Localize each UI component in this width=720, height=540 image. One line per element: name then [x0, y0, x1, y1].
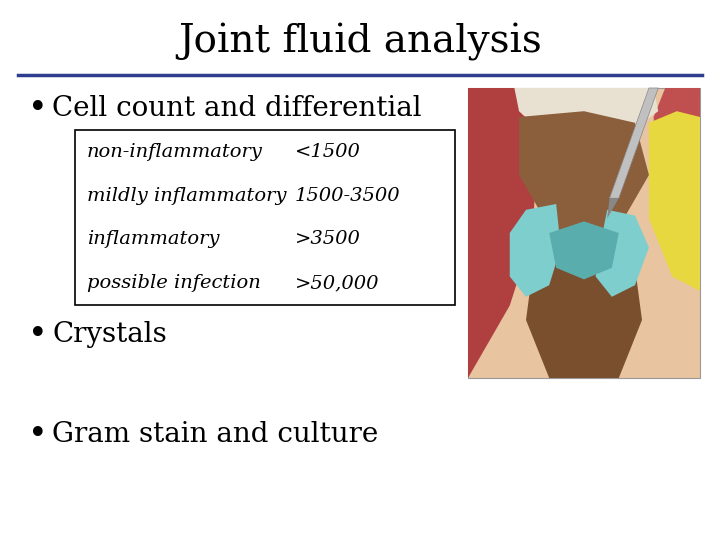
Text: Crystals: Crystals: [52, 321, 167, 348]
Text: Cell count and differential: Cell count and differential: [52, 94, 422, 122]
Text: •: •: [28, 319, 48, 352]
Polygon shape: [519, 111, 649, 239]
Text: Gram stain and culture: Gram stain and culture: [52, 422, 378, 449]
Text: possible infection: possible infection: [87, 274, 261, 292]
Bar: [75, 130, 455, 305]
Polygon shape: [468, 88, 538, 378]
Polygon shape: [607, 198, 618, 219]
Text: non-inflammatory: non-inflammatory: [87, 143, 263, 161]
Text: Joint fluid analysis: Joint fluid analysis: [178, 23, 542, 61]
Text: mildly inflammatory: mildly inflammatory: [87, 187, 287, 205]
Text: >50,000: >50,000: [295, 274, 379, 292]
Polygon shape: [610, 88, 658, 198]
Text: •: •: [28, 418, 48, 451]
Text: 1500-3500: 1500-3500: [295, 187, 400, 205]
Text: •: •: [28, 91, 48, 125]
Polygon shape: [514, 88, 658, 132]
Polygon shape: [510, 204, 561, 297]
Bar: [468, 88, 700, 378]
Polygon shape: [649, 111, 700, 291]
Text: inflammatory: inflammatory: [87, 231, 220, 248]
Text: >3500: >3500: [295, 231, 361, 248]
Text: <1500: <1500: [295, 143, 361, 161]
Polygon shape: [595, 210, 649, 297]
Polygon shape: [526, 256, 642, 378]
Polygon shape: [549, 221, 618, 279]
Polygon shape: [654, 88, 700, 262]
